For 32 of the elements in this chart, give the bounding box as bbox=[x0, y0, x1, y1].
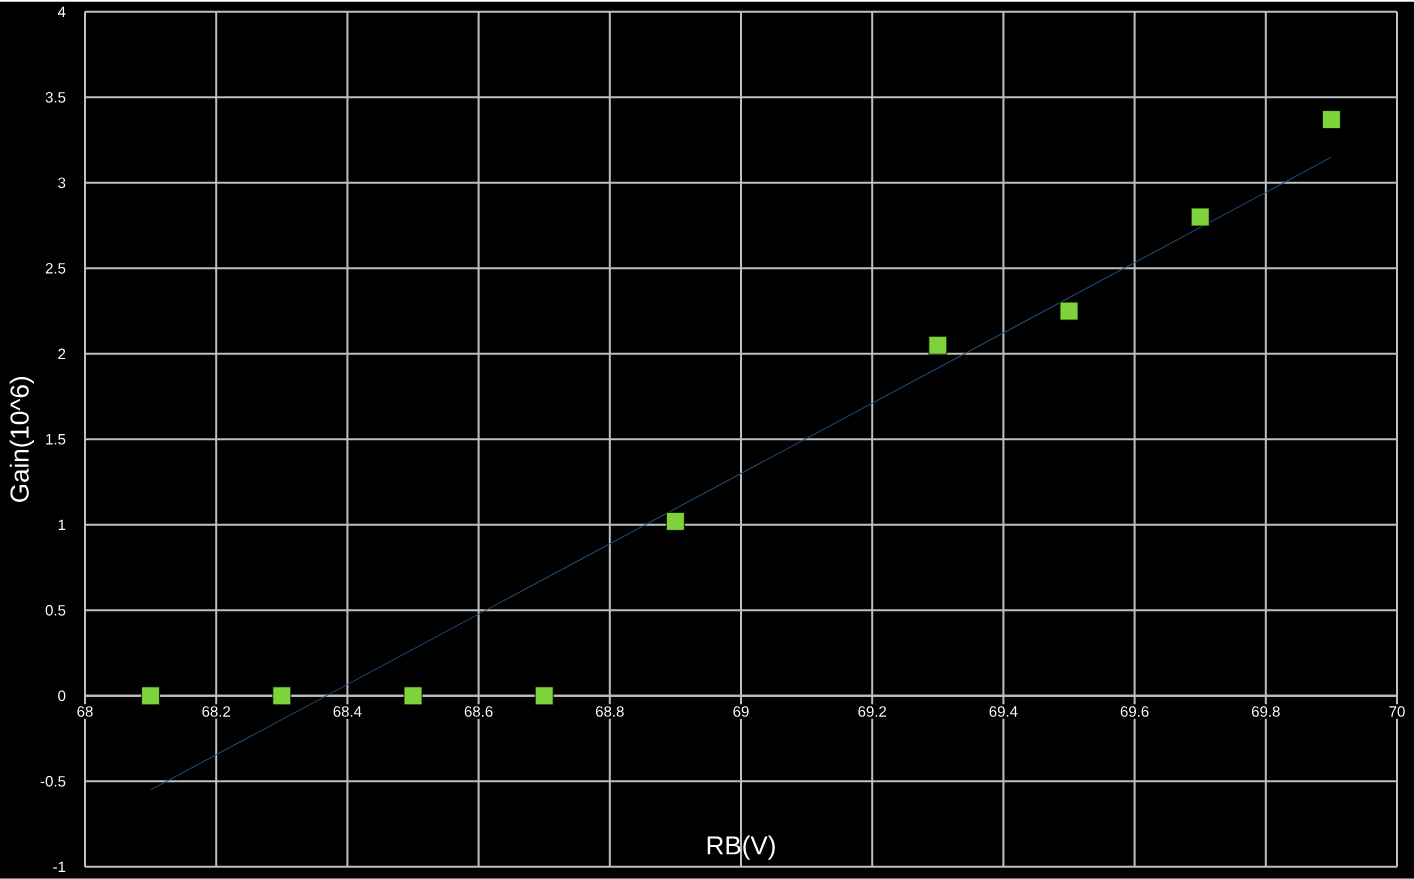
point bbox=[534, 686, 554, 706]
x-tick-label: 70 bbox=[1389, 706, 1405, 717]
y-axis-title: Gain(10^6) bbox=[9, 377, 34, 502]
x-tick-label: 68.4 bbox=[333, 706, 362, 717]
point bbox=[666, 512, 685, 531]
y-tick-label: 3.5 bbox=[45, 92, 66, 103]
x-tick-label: 68.8 bbox=[595, 706, 624, 717]
y-tick-label: 0.5 bbox=[45, 605, 66, 616]
y-tick-label: 3 bbox=[58, 177, 66, 189]
point bbox=[928, 335, 948, 355]
y-tick-label: -1 bbox=[53, 861, 66, 873]
x-tick-label: 69.6 bbox=[1120, 706, 1149, 717]
point bbox=[1190, 207, 1210, 227]
x-tick-label: 69.2 bbox=[858, 706, 887, 717]
y-tick-label: 1 bbox=[58, 519, 66, 531]
y-tick-label: 4 bbox=[57, 6, 66, 18]
y-tick-label: 0 bbox=[58, 690, 66, 702]
y-tick-label: -0.5 bbox=[40, 776, 66, 787]
x-tick-label: 69.4 bbox=[989, 706, 1018, 717]
x-tick-label: 68.6 bbox=[464, 706, 493, 717]
x-tick-label: 69 bbox=[733, 706, 749, 717]
point bbox=[403, 686, 423, 706]
y-tick-label: 2.5 bbox=[45, 263, 66, 274]
point bbox=[141, 686, 160, 706]
y-tick-label: 1.5 bbox=[46, 434, 66, 445]
point bbox=[272, 686, 292, 706]
x-tick-label: 68.2 bbox=[202, 706, 231, 717]
y-tick-label: 2 bbox=[58, 348, 66, 360]
point bbox=[1059, 301, 1079, 321]
x-tick-label: 69.8 bbox=[1251, 706, 1280, 717]
point bbox=[1322, 110, 1341, 130]
x-tick-label: 68 bbox=[77, 706, 93, 717]
